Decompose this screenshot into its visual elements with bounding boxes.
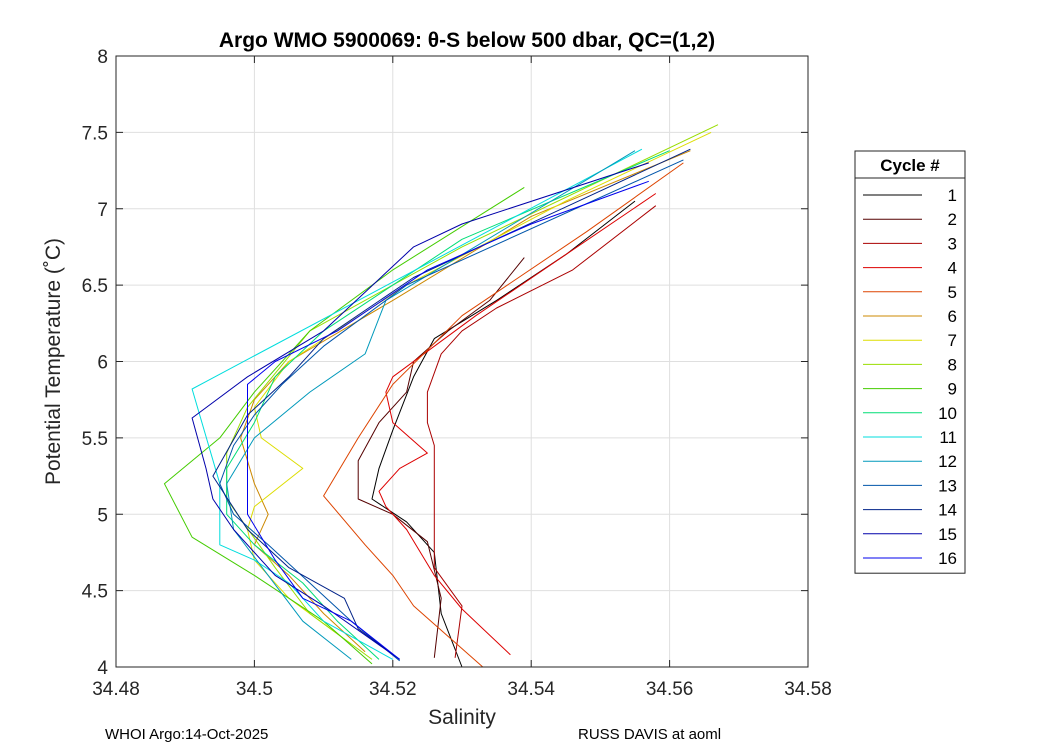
x-tick-label: 34.48 [92, 679, 140, 700]
series-line-cycle-3 [426, 205, 657, 658]
y-tick-label: 6.5 [82, 276, 108, 297]
series-line-cycle-9 [163, 186, 525, 665]
y-tick-label: 7.5 [82, 123, 108, 144]
x-axis-label: Salinity [428, 706, 496, 729]
series-line-cycle-14 [212, 148, 691, 660]
series-line-cycle-4 [378, 193, 657, 656]
legend-box [854, 150, 966, 574]
series-line-cycle-11 [191, 148, 643, 660]
series-line-cycle-5 [323, 162, 684, 668]
legend-label-cycle-11: 11 [939, 428, 957, 447]
y-tick-label: 6 [97, 353, 108, 374]
x-tick-label: 34.54 [507, 679, 555, 700]
legend-label-cycle-7: 7 [948, 331, 957, 350]
legend-label-cycle-16: 16 [938, 549, 957, 568]
series-line-cycle-1 [371, 200, 636, 668]
legend-label-cycle-1: 1 [948, 186, 957, 205]
legend-title: Cycle # [880, 156, 940, 175]
legend-label-cycle-15: 15 [938, 525, 957, 544]
series-line-cycle-7 [247, 131, 712, 645]
legend-label-cycle-5: 5 [948, 283, 957, 302]
series-line-cycle-10 [226, 150, 670, 660]
y-tick-label: 5.5 [82, 429, 108, 450]
series-line-cycle-2 [357, 257, 525, 658]
legend-label-cycle-3: 3 [948, 234, 957, 253]
legend-label-cycle-2: 2 [948, 210, 957, 229]
footer-left: WHOI Argo:14-Oct-2025 [105, 726, 269, 743]
legend-label-cycle-12: 12 [938, 452, 957, 471]
legend-label-cycle-6: 6 [948, 307, 957, 326]
series-line-cycle-13 [219, 159, 684, 662]
x-tick-label: 34.56 [646, 679, 694, 700]
legend-label-cycle-9: 9 [948, 380, 957, 399]
footer-right: RUSS DAVIS at aoml [578, 726, 722, 743]
y-axis-label: Potential Temperature (˚C) [42, 238, 65, 485]
y-tick-label: 8 [97, 47, 108, 68]
series-line-cycle-15 [191, 162, 649, 660]
y-tick-label: 4 [97, 658, 108, 679]
legend-label-cycle-10: 10 [938, 404, 957, 423]
x-tick-label: 34.5 [236, 679, 273, 700]
legend-label-cycle-8: 8 [948, 355, 957, 374]
x-tick-label: 34.52 [369, 679, 417, 700]
legend-label-cycle-13: 13 [938, 476, 957, 495]
series-line-cycle-16 [247, 180, 649, 660]
y-tick-label: 7 [97, 200, 108, 221]
series-line-cycle-12 [226, 150, 636, 660]
series-line-cycle-8 [226, 124, 719, 660]
y-tick-label: 4.5 [82, 582, 108, 603]
x-tick-label: 34.58 [784, 679, 832, 700]
y-tick-label: 5 [97, 505, 108, 526]
legend-label-cycle-14: 14 [938, 501, 957, 520]
chart-title: Argo WMO 5900069: θ-S below 500 dbar, QC… [219, 29, 715, 52]
legend-label-cycle-4: 4 [948, 259, 957, 278]
